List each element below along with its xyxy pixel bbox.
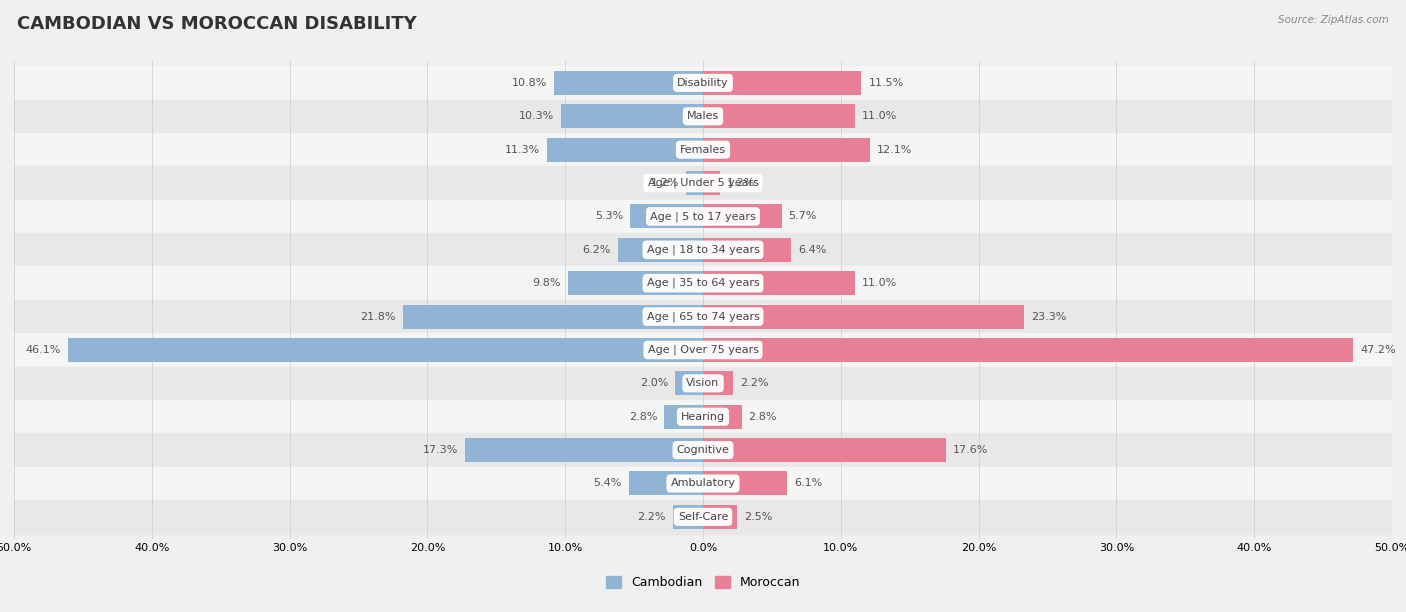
Text: 5.4%: 5.4% xyxy=(593,479,621,488)
Text: 5.7%: 5.7% xyxy=(789,211,817,222)
Text: 21.8%: 21.8% xyxy=(360,312,395,321)
Bar xyxy=(464,438,703,462)
Text: 11.5%: 11.5% xyxy=(869,78,904,88)
Text: 2.2%: 2.2% xyxy=(740,378,769,389)
Text: Females: Females xyxy=(681,144,725,155)
Text: Age | 5 to 17 years: Age | 5 to 17 years xyxy=(650,211,756,222)
Text: Age | 65 to 74 years: Age | 65 to 74 years xyxy=(647,312,759,322)
Text: 2.2%: 2.2% xyxy=(637,512,666,522)
Text: 9.8%: 9.8% xyxy=(533,278,561,288)
Text: Vision: Vision xyxy=(686,378,720,389)
Bar xyxy=(617,238,703,262)
Text: Source: ZipAtlas.com: Source: ZipAtlas.com xyxy=(1278,15,1389,25)
Bar xyxy=(703,238,792,262)
Bar xyxy=(14,467,1392,500)
Text: 10.8%: 10.8% xyxy=(512,78,547,88)
Bar xyxy=(703,138,870,162)
Bar xyxy=(547,138,703,162)
Text: 10.3%: 10.3% xyxy=(519,111,554,121)
Bar xyxy=(14,233,1392,266)
Text: Ambulatory: Ambulatory xyxy=(671,479,735,488)
Bar xyxy=(14,367,1392,400)
Bar xyxy=(14,300,1392,334)
Text: 2.0%: 2.0% xyxy=(640,378,669,389)
Text: Age | 18 to 34 years: Age | 18 to 34 years xyxy=(647,245,759,255)
Text: Age | Under 5 years: Age | Under 5 years xyxy=(648,178,758,188)
Bar xyxy=(703,371,734,395)
Bar xyxy=(67,338,703,362)
Text: Cognitive: Cognitive xyxy=(676,445,730,455)
Text: 2.5%: 2.5% xyxy=(744,512,773,522)
Bar xyxy=(14,433,1392,467)
Text: 23.3%: 23.3% xyxy=(1031,312,1066,321)
Text: 17.3%: 17.3% xyxy=(422,445,458,455)
Bar xyxy=(628,471,703,496)
Text: Age | Over 75 years: Age | Over 75 years xyxy=(648,345,758,355)
Bar xyxy=(703,405,741,429)
Text: Disability: Disability xyxy=(678,78,728,88)
Text: 6.4%: 6.4% xyxy=(799,245,827,255)
Bar xyxy=(554,71,703,95)
Bar xyxy=(14,100,1392,133)
Bar xyxy=(14,133,1392,166)
Bar xyxy=(703,71,862,95)
Text: 47.2%: 47.2% xyxy=(1360,345,1396,355)
Text: 6.2%: 6.2% xyxy=(582,245,610,255)
Bar xyxy=(14,400,1392,433)
Text: 6.1%: 6.1% xyxy=(794,479,823,488)
Bar xyxy=(14,500,1392,534)
Bar xyxy=(703,204,782,228)
Bar xyxy=(703,271,855,295)
Bar xyxy=(703,438,945,462)
Text: 2.8%: 2.8% xyxy=(628,412,658,422)
Bar xyxy=(703,338,1354,362)
Text: Age | 35 to 64 years: Age | 35 to 64 years xyxy=(647,278,759,288)
Bar xyxy=(630,204,703,228)
Bar xyxy=(665,405,703,429)
Bar xyxy=(686,171,703,195)
Text: Hearing: Hearing xyxy=(681,412,725,422)
Legend: Cambodian, Moroccan: Cambodian, Moroccan xyxy=(600,572,806,594)
Bar xyxy=(672,505,703,529)
Bar xyxy=(703,171,720,195)
Bar xyxy=(14,200,1392,233)
Text: 5.3%: 5.3% xyxy=(595,211,623,222)
Text: 11.3%: 11.3% xyxy=(505,144,540,155)
Text: 17.6%: 17.6% xyxy=(952,445,988,455)
Bar xyxy=(703,471,787,496)
Bar xyxy=(14,334,1392,367)
Bar xyxy=(14,266,1392,300)
Text: 11.0%: 11.0% xyxy=(862,111,897,121)
Text: Self-Care: Self-Care xyxy=(678,512,728,522)
Bar xyxy=(402,305,703,329)
Bar xyxy=(14,66,1392,100)
Bar xyxy=(568,271,703,295)
Text: 12.1%: 12.1% xyxy=(876,144,912,155)
Text: 46.1%: 46.1% xyxy=(25,345,60,355)
Bar xyxy=(14,166,1392,200)
Text: CAMBODIAN VS MOROCCAN DISABILITY: CAMBODIAN VS MOROCCAN DISABILITY xyxy=(17,15,416,33)
Text: 11.0%: 11.0% xyxy=(862,278,897,288)
Bar xyxy=(703,104,855,129)
Bar xyxy=(703,505,738,529)
Text: 2.8%: 2.8% xyxy=(748,412,778,422)
Bar xyxy=(561,104,703,129)
Text: Males: Males xyxy=(688,111,718,121)
Text: 1.2%: 1.2% xyxy=(727,178,755,188)
Bar xyxy=(703,305,1024,329)
Text: 1.2%: 1.2% xyxy=(651,178,679,188)
Bar xyxy=(675,371,703,395)
